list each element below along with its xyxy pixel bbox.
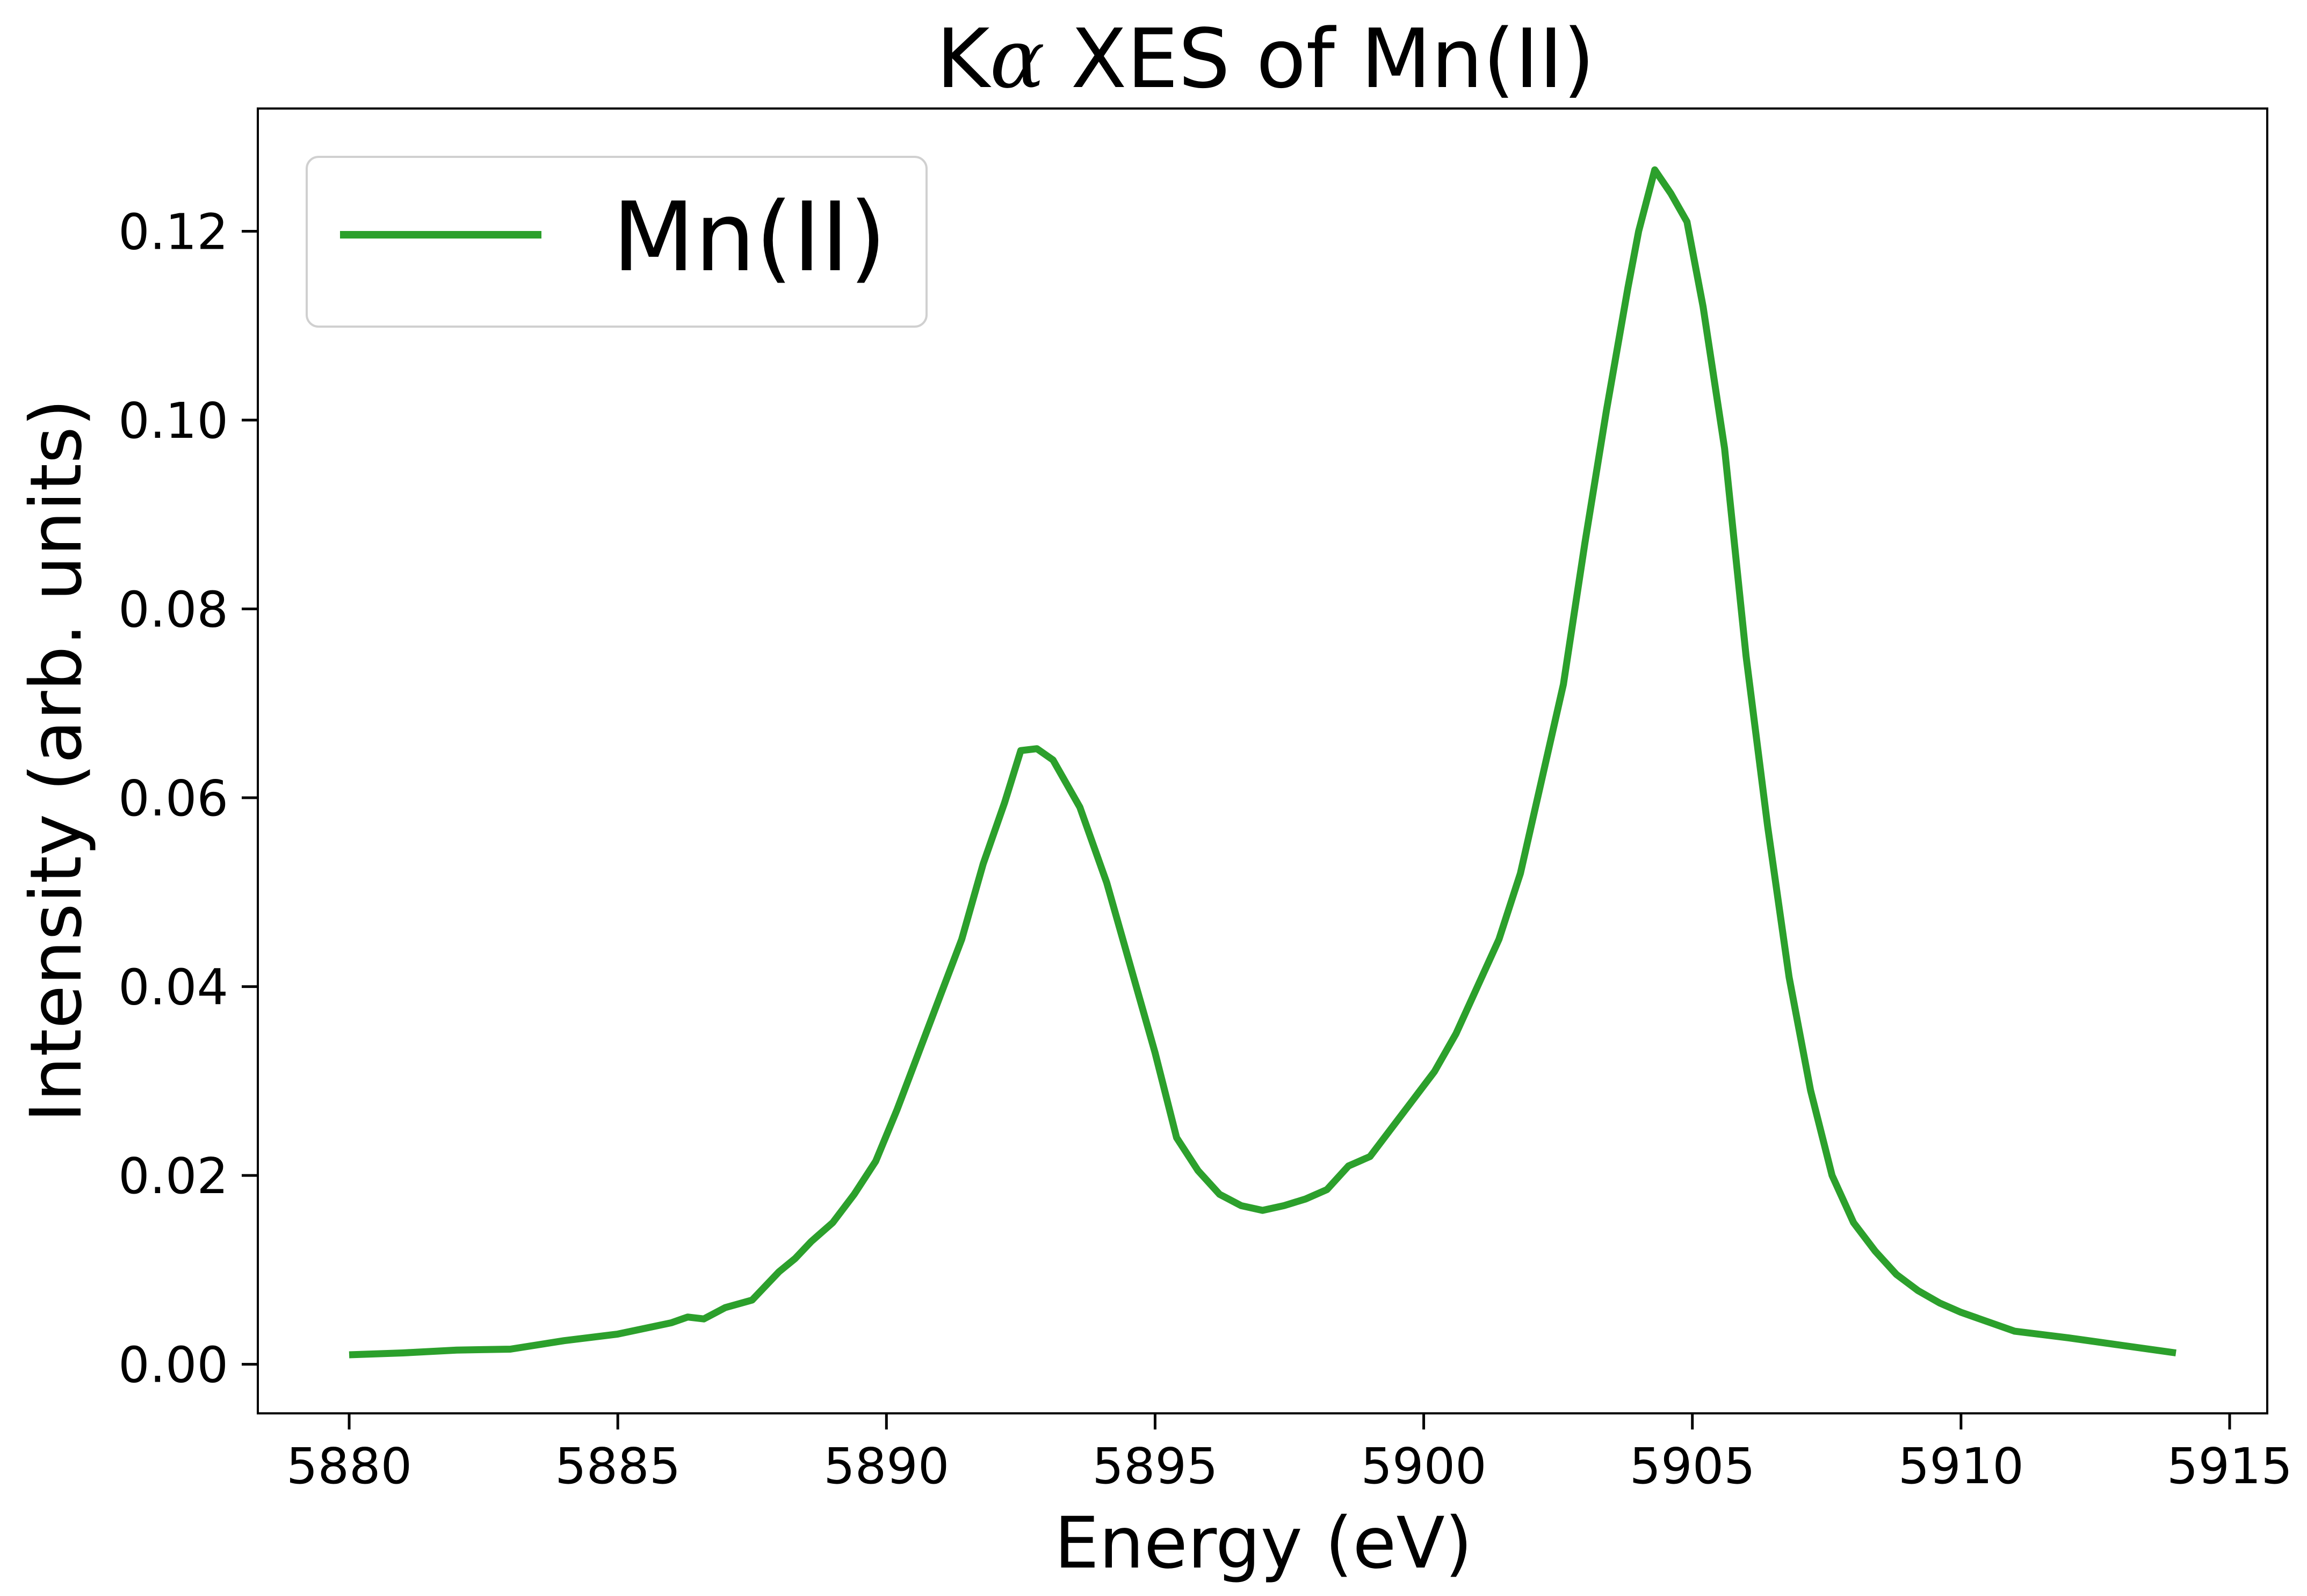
x-tick-label: 5915 xyxy=(2167,1438,2292,1495)
chart-title: Kα XES of Mn(II) xyxy=(936,11,1595,106)
y-tick-label: 0.10 xyxy=(118,392,228,450)
legend-label-mn-ii: Mn(II) xyxy=(612,182,886,293)
x-tick-label: 5895 xyxy=(1092,1438,1218,1495)
chart-title-greek: α xyxy=(990,11,1045,106)
y-tick-label: 0.12 xyxy=(118,203,228,261)
plot-area: 5880 5885 5890 5895 5900 5905 5910 5915 0.000.0… xyxy=(118,107,2292,1495)
x-tick-label: 5880 xyxy=(286,1438,412,1495)
y-tick-label: 0.02 xyxy=(118,1147,228,1205)
y-axis-label: Intensity (arb. units) xyxy=(15,399,98,1123)
x-tick-label: 5910 xyxy=(1898,1438,2024,1495)
x-axis-label: Energy (eV) xyxy=(1054,1502,1473,1585)
series-line-0 xyxy=(349,166,2176,1359)
series-layer xyxy=(349,166,2176,1359)
y-tick-label: 0.06 xyxy=(118,770,228,827)
plot-frame xyxy=(257,107,2268,1414)
y-tick-label: 0.00 xyxy=(118,1337,228,1394)
x-axis: 5880 5885 5890 5895 5900 5905 5910 5915 xyxy=(286,1413,2292,1495)
chart-title-post: XES of Mn(II) xyxy=(1045,11,1595,106)
chart-title-pre: K xyxy=(936,11,992,106)
x-tick-label: 5905 xyxy=(1630,1438,1755,1495)
x-tick-label: 5890 xyxy=(823,1438,949,1495)
y-tick-label: 0.08 xyxy=(118,581,228,639)
x-tick-label: 5885 xyxy=(555,1438,681,1495)
x-tick-label: 5900 xyxy=(1361,1438,1487,1495)
y-axis: 0.00 0.02 0.04 0.06 0.08 0.10 0.12 xyxy=(118,203,258,1394)
legend-frame xyxy=(306,156,928,328)
y-tick-label: 0.04 xyxy=(118,959,228,1016)
legend: Mn(II) xyxy=(306,156,928,328)
